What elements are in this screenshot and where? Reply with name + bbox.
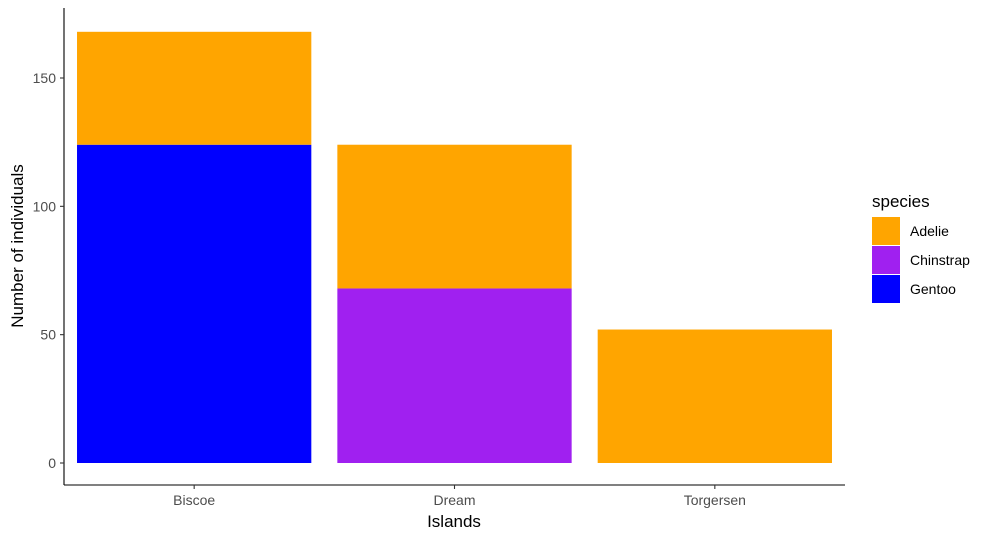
y-axis-title: Number of individuals (8, 164, 27, 327)
x-ticks: Biscoe Dream Torgersen (173, 485, 746, 508)
legend-title: species (872, 192, 930, 211)
bar-biscoe-gentoo (77, 144, 312, 464)
legend-label-chinstrap: Chinstrap (910, 252, 970, 268)
y-tick-label-150: 150 (33, 70, 57, 86)
legend-label-adelie: Adelie (910, 223, 949, 239)
bar-biscoe-adelie (77, 31, 312, 145)
legend-swatch-chinstrap (872, 246, 900, 274)
bars-layer (77, 31, 832, 464)
bar-dream-chinstrap (337, 288, 572, 463)
x-axis-title: Islands (427, 512, 481, 531)
legend-label-gentoo: Gentoo (910, 281, 956, 297)
y-tick-label-0: 0 (48, 455, 56, 471)
x-tick-label-biscoe: Biscoe (173, 492, 215, 508)
legend-swatch-gentoo (872, 275, 900, 303)
bar-dream-adelie (337, 144, 572, 289)
legend-swatch-adelie (872, 217, 900, 245)
legend: species Adelie Chinstrap Gentoo (872, 192, 970, 303)
y-tick-label-100: 100 (33, 198, 57, 214)
y-ticks: 0 50 100 150 (33, 70, 64, 471)
bar-torgersen-adelie (597, 329, 832, 463)
x-tick-label-torgersen: Torgersen (684, 492, 746, 508)
x-tick-label-dream: Dream (433, 492, 475, 508)
y-tick-label-50: 50 (40, 327, 56, 343)
